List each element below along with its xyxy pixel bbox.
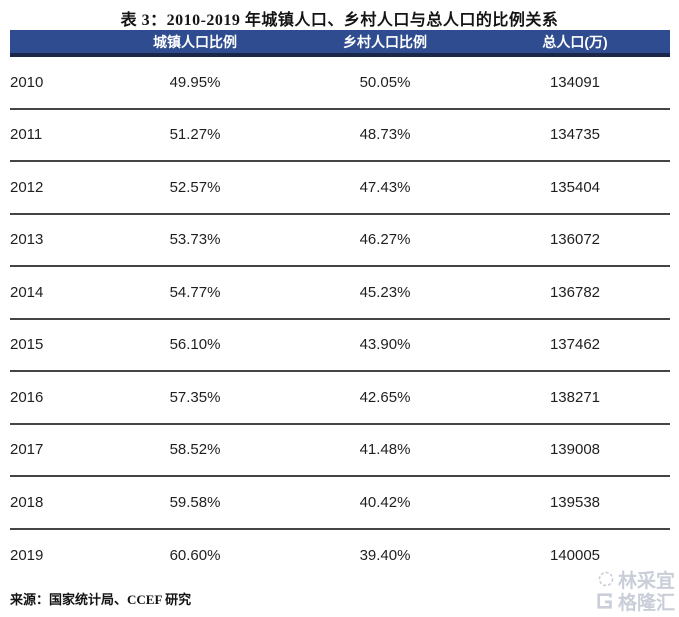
urban-share-cell: 56.10% [169,336,221,354]
table-title: 表 3：2010-2019 年城镇人口、乡村人口与总人口的比例关系 [120,12,559,29]
total-population-cell: 136072 [549,231,601,249]
watermark: 林采宜 格隆汇 [596,571,675,615]
year-cell: 2011 [10,126,43,144]
year-cell: 2014 [10,283,44,301]
rural-share-cell: 40.42% [359,493,411,511]
rural-share-cell: 41.48% [359,441,411,459]
year-cell: 2019 [10,547,44,565]
total-population-cell: 137462 [549,336,601,354]
table-row: 2010 49.95% 50.05% 134091 [10,57,670,110]
urban-share-cell: 59.58% [169,493,221,511]
urban-share-cell: 60.60% [169,547,221,565]
table-row: 2018 59.58% 40.42% 139538 [10,477,670,530]
table-row: 2019 60.60% 39.40% 140005 [10,530,670,583]
gelonghui-logo-icon [596,592,614,615]
column-header-rural-share: 乡村人口比例 [343,33,427,50]
table-row: 2012 52.57% 47.43% 135404 [10,162,670,215]
rural-share-cell: 48.73% [359,126,411,144]
watermark-brand: 格隆汇 [617,592,675,614]
rural-share-cell: 50.05% [359,73,411,91]
total-population-cell: 139008 [549,441,601,459]
population-table: 城镇人口比例 乡村人口比例 总人口(万) 2010 49.95% 50.05% 134… [10,30,670,582]
urban-share-cell: 58.52% [169,441,221,459]
table-row: 2013 53.73% 46.27% 136072 [10,215,670,267]
year-cell: 2016 [10,388,44,406]
year-cell: 2015 [10,336,44,354]
table-row: 2015 56.10% 43.90% 137462 [10,320,670,372]
rural-share-cell: 43.90% [359,336,411,354]
total-population-cell: 138271 [549,388,601,406]
urban-share-cell: 49.95% [169,73,221,91]
table-row: 2016 57.35% 42.65% 138271 [10,372,670,425]
year-cell: 2013 [10,231,44,249]
watermark-author: 林采宜 [617,570,675,592]
source-note: 来源：国家统计局、CCEF 研究 [10,592,192,607]
table-body: 2010 49.95% 50.05% 134091 2011 51.27% 48.73% 13… [10,57,670,582]
watermark-author-line: 林采宜 [596,571,675,592]
table-row: 2017 58.52% 41.48% 139008 [10,425,670,477]
total-population-cell: 134735 [549,126,601,144]
table-row: 2011 51.27% 48.73% 134735 [10,110,670,162]
year-cell: 2010 [10,73,44,91]
total-population-cell: 140005 [549,547,601,565]
column-header-urban-share: 城镇人口比例 [153,33,237,50]
urban-share-cell: 51.27% [169,126,221,144]
column-header-total-population: 总人口(万) [542,33,608,50]
total-population-cell: 139538 [549,493,601,511]
watermark-brand-line: 格隆汇 [596,592,675,615]
year-cell: 2012 [10,178,44,196]
rural-share-cell: 42.65% [359,388,411,406]
year-cell: 2017 [10,441,44,459]
rural-share-cell: 39.40% [359,547,411,565]
rural-share-cell: 45.23% [359,283,411,301]
urban-share-cell: 57.35% [169,388,221,406]
total-population-cell: 135404 [549,178,601,196]
year-cell: 2018 [10,493,44,511]
total-population-cell: 134091 [549,73,601,91]
table-row: 2014 54.77% 45.23% 136782 [10,267,670,320]
urban-share-cell: 54.77% [169,283,221,301]
rural-share-cell: 47.43% [359,178,411,196]
stamp-circle-icon [598,571,614,592]
urban-share-cell: 52.57% [169,178,221,196]
total-population-cell: 136782 [549,283,601,301]
urban-share-cell: 53.73% [169,231,221,249]
rural-share-cell: 46.27% [359,231,411,249]
table-header-row: 城镇人口比例 乡村人口比例 总人口(万) [10,30,670,57]
